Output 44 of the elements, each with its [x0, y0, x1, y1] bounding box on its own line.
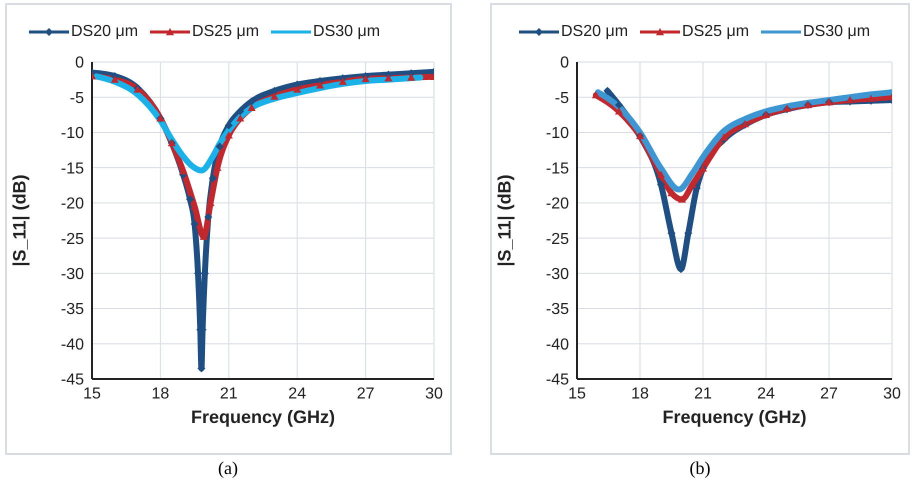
x-tick-label: 24	[757, 385, 775, 402]
x-tick-label: 21	[694, 385, 712, 402]
x-axis-title: Frequency (GHz)	[662, 407, 807, 427]
legend-label: DS20 μm	[71, 23, 138, 41]
x-tick-label: 15	[83, 385, 101, 402]
y-tick-label: -10	[546, 125, 570, 142]
y-tick-label: -35	[546, 301, 570, 318]
legend-label: DS20 μm	[561, 23, 628, 41]
x-tick-label: 30	[425, 385, 443, 402]
y-tick-label: -15	[546, 160, 570, 178]
legend-label: DS30 μm	[313, 23, 380, 41]
y-tick-label: -20	[60, 196, 84, 213]
x-tick-label: 18	[152, 385, 170, 402]
x-tick-label: 15	[568, 385, 586, 402]
y-tick-label: -40	[546, 336, 570, 354]
y-tick-label: -45	[546, 372, 570, 389]
y-tick-label: -25	[546, 230, 570, 248]
y-tick-label: -35	[60, 301, 84, 318]
x-tick-label: 27	[820, 385, 838, 402]
y-tick-label: -45	[60, 372, 84, 389]
y-tick-label: -20	[546, 196, 570, 213]
x-tick-label: 21	[220, 385, 238, 402]
x-tick-label: 30	[883, 385, 901, 402]
x-tick-label: 24	[288, 385, 306, 402]
x-axis-title: Frequency (GHz)	[190, 407, 336, 427]
y-tick-label: -25	[60, 230, 84, 248]
y-tick-label: -5	[70, 90, 84, 107]
y-axis-title: |S_11| (dB)	[9, 174, 30, 267]
text: (a)	[217, 458, 239, 479]
y-tick-label: -30	[546, 266, 570, 284]
legend-label: DS25 μm	[192, 23, 260, 41]
legend-label: DS30 μm	[803, 23, 870, 41]
y-tick-label: -40	[60, 336, 84, 354]
x-tick-label: 18	[631, 385, 649, 402]
legend-label: DS25 μm	[682, 23, 750, 41]
text: (b)	[688, 458, 712, 479]
y-tick-label: 0	[560, 54, 570, 72]
y-tick-label: -10	[60, 125, 84, 142]
y-tick-label: -30	[60, 266, 84, 284]
y-tick-label: 0	[75, 54, 84, 72]
y-tick-label: -5	[554, 90, 570, 107]
y-tick-label: -15	[60, 160, 84, 178]
y-axis-title: |S_11| (dB)	[494, 174, 514, 267]
x-tick-label: 27	[356, 385, 375, 402]
